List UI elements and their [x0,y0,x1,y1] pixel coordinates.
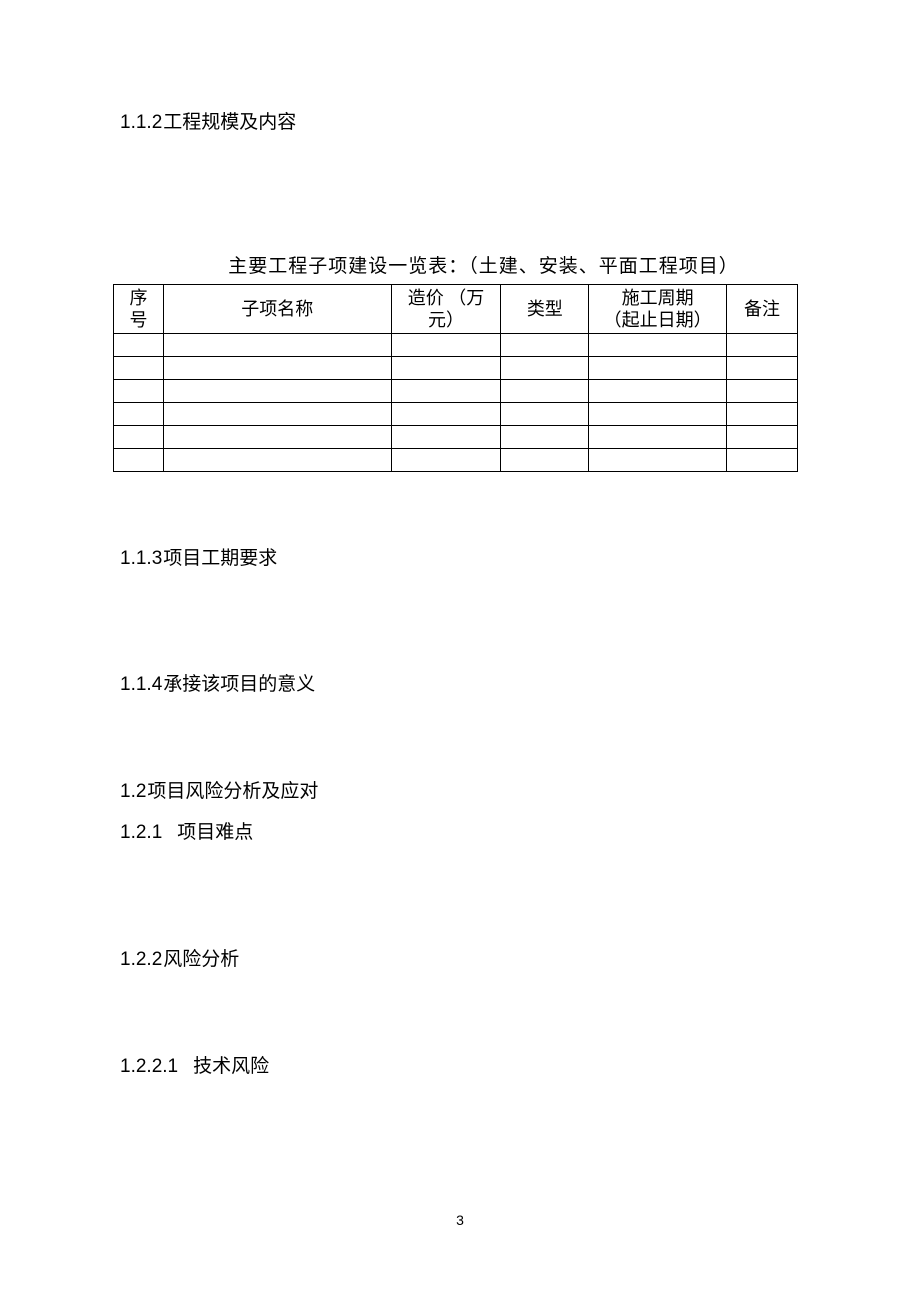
cell [391,448,501,471]
cell [391,333,501,356]
col-header-line2: 元） [428,310,464,330]
cell [114,379,164,402]
cell [163,333,391,356]
cell [114,448,164,471]
cell [501,333,589,356]
col-header-line2: （起止日期） [604,310,712,330]
cell [114,356,164,379]
cell [727,402,798,425]
heading-1-1-3: 1.1.3项目工期要求 [120,546,807,573]
cell [391,425,501,448]
table-row [114,448,798,471]
cell [163,402,391,425]
cell [727,448,798,471]
table-row [114,379,798,402]
cell [163,425,391,448]
table-row [114,402,798,425]
heading-number: 1.2.2.1 [120,1056,178,1077]
col-header-type: 类型 [501,284,589,333]
heading-number: 1.2.2 [120,949,162,970]
col-header-line1: 序 [129,288,147,308]
heading-text: 项目难点 [177,822,253,843]
heading-1-2-1: 1.2.1 项目难点 [120,820,807,847]
cell [501,402,589,425]
cell [589,425,727,448]
page-body: 1.1.2工程规模及内容 主要工程子项建设一览表：（土建、安装、平面工程项目） … [0,0,920,1080]
cell [501,379,589,402]
heading-text: 风险分析 [163,949,239,970]
cell [501,448,589,471]
cell [501,356,589,379]
cell [727,356,798,379]
subproject-table: 序 号 子项名称 造价 （万 元） 类型 施工周期 （起止日期） 备注 [113,284,798,472]
heading-number: 1.1.3 [120,548,162,569]
heading-text: 技术风险 [193,1056,269,1077]
cell [589,402,727,425]
heading-1-2-2: 1.2.2风险分析 [120,947,807,974]
col-header-line1: 施工周期 [622,288,694,308]
cell [114,333,164,356]
col-header-period: 施工周期 （起止日期） [589,284,727,333]
heading-text: 工程规模及内容 [163,112,296,133]
table-row [114,356,798,379]
heading-1-2-2-1: 1.2.2.1 技术风险 [120,1054,807,1081]
heading-number: 1.1.2 [120,112,162,133]
heading-1-1-2: 1.1.2工程规模及内容 [120,110,807,137]
table-row [114,333,798,356]
col-header-line1: 造价 （万 [408,288,485,308]
col-header-remark: 备注 [727,284,798,333]
cell [589,356,727,379]
cell [391,379,501,402]
cell [163,448,391,471]
col-header-seq: 序 号 [114,284,164,333]
table-header-row: 序 号 子项名称 造价 （万 元） 类型 施工周期 （起止日期） 备注 [114,284,798,333]
table-row [114,425,798,448]
heading-text: 项目风险分析及应对 [147,781,318,802]
cell [501,425,589,448]
cell [391,402,501,425]
heading-number: 1.1.4 [120,674,162,695]
cell [114,402,164,425]
heading-number: 1.2.1 [120,822,162,843]
cell [114,425,164,448]
col-header-cost: 造价 （万 元） [391,284,501,333]
cell [163,356,391,379]
cell [727,425,798,448]
table-caption: 主要工程子项建设一览表：（土建、安装、平面工程项目） [160,251,807,278]
cell [391,356,501,379]
cell [727,379,798,402]
heading-1-1-4: 1.1.4承接该项目的意义 [120,672,807,699]
page-number: 3 [0,1212,920,1228]
cell [163,379,391,402]
cell [589,379,727,402]
col-header-line2: 号 [129,310,147,330]
heading-text: 承接该项目的意义 [163,674,315,695]
col-header-name: 子项名称 [163,284,391,333]
heading-1-2: 1.2项目风险分析及应对 [120,779,807,806]
cell [589,448,727,471]
heading-number: 1.2 [120,781,146,802]
heading-text: 项目工期要求 [163,548,277,569]
cell [589,333,727,356]
cell [727,333,798,356]
